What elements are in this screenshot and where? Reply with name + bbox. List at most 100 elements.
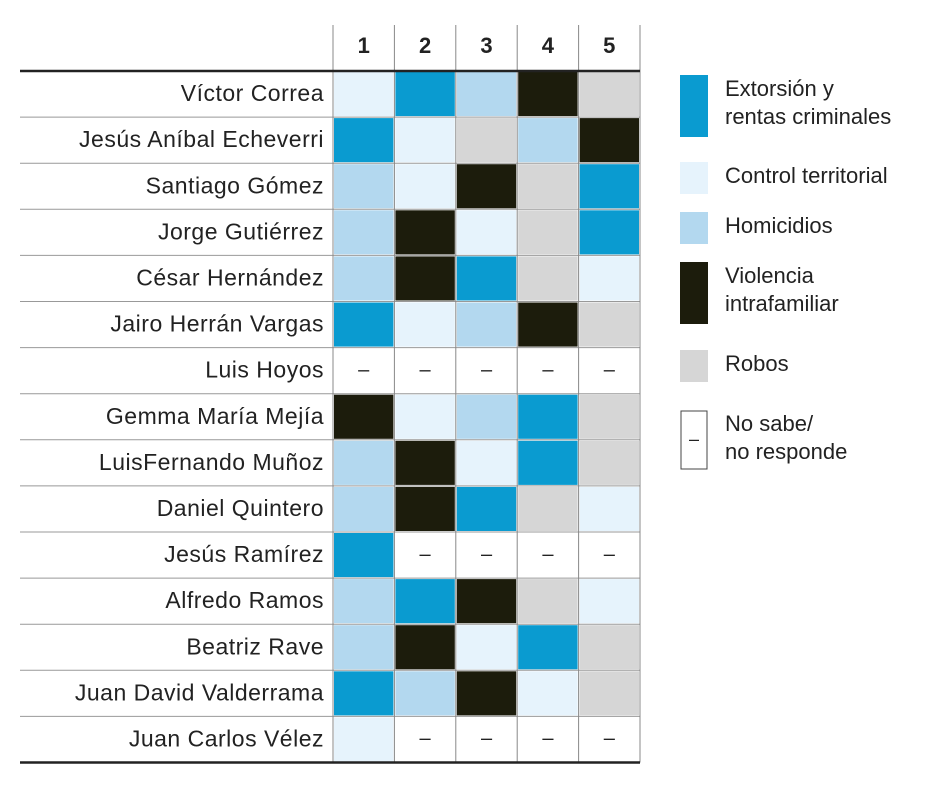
row-name: LuisFernando Muñoz bbox=[99, 449, 324, 475]
cell bbox=[334, 302, 394, 347]
cell-text: – bbox=[420, 543, 432, 565]
column-header: 4 bbox=[542, 33, 555, 58]
cell bbox=[518, 440, 578, 485]
cell bbox=[395, 118, 455, 163]
cell bbox=[395, 302, 455, 347]
cell bbox=[456, 440, 517, 485]
cell bbox=[334, 579, 394, 624]
cell-text: – bbox=[481, 359, 493, 381]
legend-swatch bbox=[680, 75, 708, 137]
cell-text: – bbox=[481, 728, 493, 750]
cell bbox=[334, 164, 394, 209]
cell bbox=[395, 625, 455, 670]
cell bbox=[456, 302, 517, 347]
cell bbox=[456, 671, 517, 716]
cell bbox=[334, 210, 394, 255]
cell bbox=[518, 118, 578, 163]
cell bbox=[579, 671, 639, 716]
row-name: César Hernández bbox=[136, 265, 324, 291]
legend-label: Homicidios bbox=[725, 213, 833, 238]
legend-swatch bbox=[680, 212, 708, 244]
cell bbox=[334, 625, 394, 670]
cell bbox=[456, 394, 517, 439]
cell bbox=[518, 579, 578, 624]
cell bbox=[579, 210, 639, 255]
legend-label: no responde bbox=[725, 439, 847, 464]
cell-text: – bbox=[604, 728, 616, 750]
legend-swatch bbox=[680, 162, 708, 194]
cell bbox=[456, 210, 517, 255]
row-name: Jorge Gutiérrez bbox=[158, 218, 324, 244]
cell bbox=[518, 256, 578, 301]
cell-text: – bbox=[358, 359, 370, 381]
cell bbox=[456, 625, 517, 670]
cell bbox=[334, 256, 394, 301]
cell bbox=[579, 302, 639, 347]
cell bbox=[579, 440, 639, 485]
cell-text: – bbox=[420, 728, 432, 750]
row-name: Santiago Gómez bbox=[146, 172, 324, 198]
cell bbox=[334, 486, 394, 531]
legend-label: Violencia bbox=[725, 263, 815, 288]
cell bbox=[334, 394, 394, 439]
cell-text: – bbox=[420, 359, 432, 381]
cell bbox=[579, 486, 639, 531]
cell bbox=[518, 164, 578, 209]
cell bbox=[334, 118, 394, 163]
column-header: 1 bbox=[358, 33, 370, 58]
cell bbox=[395, 394, 455, 439]
row-name: Beatriz Rave bbox=[186, 633, 324, 659]
cell bbox=[456, 118, 517, 163]
row-name: Jesús Aníbal Echeverri bbox=[79, 126, 324, 152]
cell bbox=[518, 210, 578, 255]
cell bbox=[395, 579, 455, 624]
cell bbox=[518, 394, 578, 439]
cell bbox=[579, 625, 639, 670]
row-name: Juan David Valderrama bbox=[75, 679, 324, 705]
legend-swatch bbox=[680, 350, 708, 382]
legend-box bbox=[680, 410, 708, 470]
row-name: Jairo Herrán Vargas bbox=[110, 311, 324, 337]
cell bbox=[456, 164, 517, 209]
cell bbox=[334, 440, 394, 485]
column-header: 3 bbox=[480, 33, 492, 58]
cell bbox=[334, 72, 394, 117]
column-header: 2 bbox=[419, 33, 431, 58]
cell bbox=[395, 164, 455, 209]
legend-swatch bbox=[680, 262, 708, 324]
row-name: Gemma María Mejía bbox=[106, 403, 324, 429]
cell bbox=[395, 486, 455, 531]
row-name: Jesús Ramírez bbox=[164, 541, 324, 567]
cell bbox=[579, 164, 639, 209]
cell bbox=[518, 625, 578, 670]
cell bbox=[334, 533, 394, 578]
cell bbox=[395, 440, 455, 485]
cell bbox=[395, 671, 455, 716]
row-name: Víctor Correa bbox=[181, 80, 324, 106]
cell bbox=[395, 210, 455, 255]
cell-text: – bbox=[481, 543, 493, 565]
legend-label: Control territorial bbox=[725, 163, 888, 188]
cell-text: – bbox=[542, 728, 554, 750]
cell bbox=[518, 671, 578, 716]
cell bbox=[456, 256, 517, 301]
cell bbox=[334, 717, 394, 762]
cell-text: – bbox=[604, 543, 616, 565]
cell-text: – bbox=[604, 359, 616, 381]
cell bbox=[518, 302, 578, 347]
cell bbox=[518, 486, 578, 531]
cell bbox=[456, 486, 517, 531]
legend-label: Extorsión y bbox=[725, 76, 834, 101]
cell bbox=[334, 671, 394, 716]
column-header: 5 bbox=[603, 33, 615, 58]
legend-label: No sabe/ bbox=[725, 411, 814, 436]
legend-label: intrafamiliar bbox=[725, 291, 839, 316]
row-name: Daniel Quintero bbox=[157, 495, 324, 521]
legend-label: Robos bbox=[725, 351, 789, 376]
cell bbox=[579, 72, 639, 117]
row-name: Luis Hoyos bbox=[205, 357, 324, 383]
row-name: Juan Carlos Vélez bbox=[129, 726, 324, 752]
cell bbox=[579, 394, 639, 439]
legend-symbol: – bbox=[689, 429, 699, 449]
